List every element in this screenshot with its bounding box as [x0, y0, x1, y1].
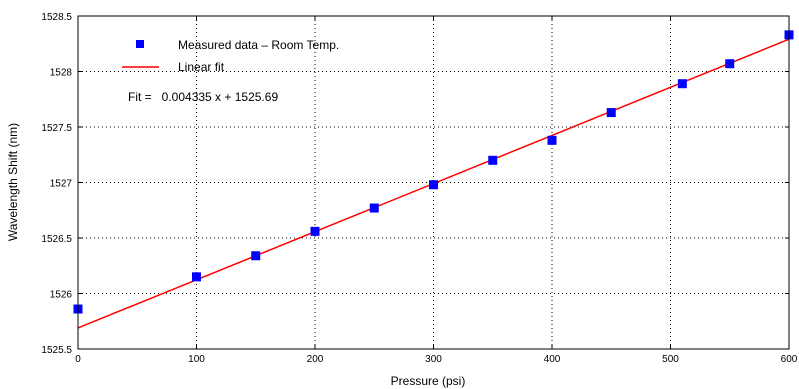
data-point	[488, 155, 498, 165]
x-axis-label: Pressure (psi)	[391, 374, 466, 388]
data-point	[310, 226, 320, 236]
x-tick-label: 300	[425, 354, 442, 365]
y-tick-label: 1527	[50, 179, 73, 190]
legend-label-measured: Measured data – Room Temp.	[178, 38, 339, 52]
y-tick-label: 1526.5	[41, 234, 72, 245]
x-tick-label: 600	[781, 354, 798, 365]
fit-equation: Fit = 0.004335 x + 1525.69	[128, 90, 278, 104]
y-tick-label: 1528.5	[41, 12, 72, 23]
y-tick-label: 1528	[50, 68, 73, 79]
data-point	[369, 203, 379, 213]
tick-marks	[77, 15, 790, 350]
data-point	[547, 135, 557, 145]
y-tick-label: 1526	[50, 290, 73, 301]
data-point	[677, 79, 687, 89]
data-point	[429, 180, 438, 190]
x-tick-label: 100	[188, 354, 205, 365]
x-tick-label: 400	[544, 354, 561, 365]
x-tick-label: 500	[662, 354, 679, 365]
y-axis-tick-labels: 1525.5 1526 1526.5 1527 1527.5 1528 1528.5	[41, 12, 72, 356]
y-tick-label: 1525.5	[41, 345, 72, 356]
data-point	[725, 59, 735, 69]
x-tick-label: 200	[307, 354, 324, 365]
x-tick-label: 0	[75, 354, 81, 365]
legend-marker-measured	[136, 40, 144, 48]
data-point	[606, 108, 616, 118]
x-axis-tick-labels: 0 100 200 300 400 500 600	[75, 354, 798, 365]
y-axis-label: Wavelength Shift (nm)	[6, 123, 20, 241]
data-point	[251, 251, 261, 261]
legend: Measured data – Room Temp. Linear fit Fi…	[122, 38, 339, 104]
y-tick-label: 1527.5	[41, 123, 72, 134]
grid-lines	[78, 16, 789, 349]
legend-label-fit: Linear fit	[178, 60, 225, 74]
data-point	[192, 272, 201, 282]
